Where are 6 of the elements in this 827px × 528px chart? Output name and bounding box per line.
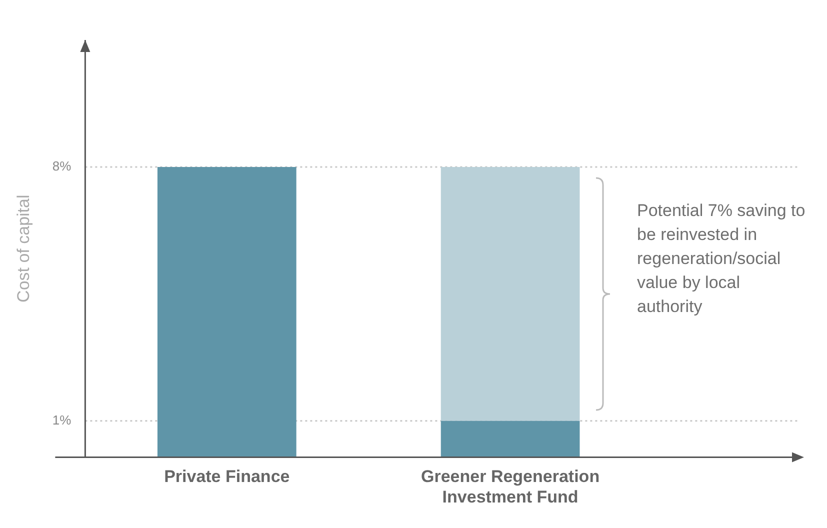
x-tick-label: Private Finance [164, 467, 290, 486]
annotation: Potential 7% saving to be reinvested in regeneration/social value by local authority [637, 200, 806, 318]
y-axis-title: Cost of capital [14, 194, 33, 302]
y-tick-label: 1% [52, 412, 72, 428]
y-tick-label: 8% [52, 158, 72, 174]
x-tick-label: Greener Regeneration Investment Fund [421, 467, 600, 506]
